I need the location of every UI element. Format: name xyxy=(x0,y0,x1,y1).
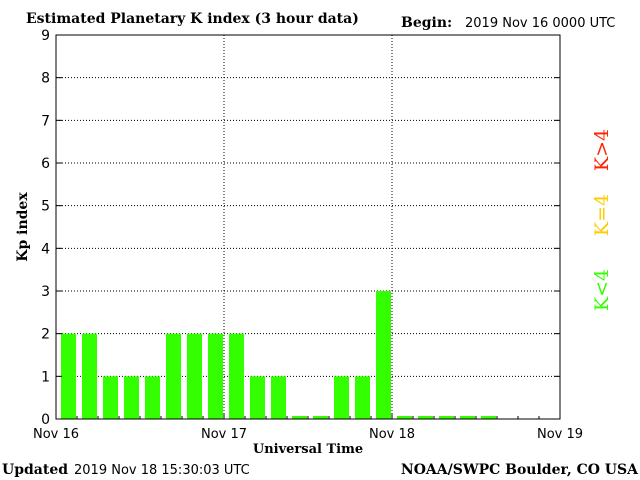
x-axis-label: Universal Time xyxy=(253,442,363,457)
y-tick-label: 2 xyxy=(41,327,50,343)
updated-label: Updated xyxy=(2,462,68,478)
updated-value: 2019 Nov 18 15:30:03 UTC xyxy=(74,463,250,478)
legend-item: K>4 xyxy=(591,129,613,171)
x-tick-label: Nov 17 xyxy=(201,427,247,442)
kp-bar xyxy=(313,416,328,419)
kp-bar xyxy=(124,376,139,419)
kp-bar xyxy=(292,416,307,419)
kp-bar xyxy=(250,376,265,419)
y-tick-label: 6 xyxy=(41,156,50,172)
y-tick-label: 3 xyxy=(41,284,50,300)
chart-title: Estimated Planetary K index (3 hour data… xyxy=(26,11,359,27)
kp-bar xyxy=(166,333,181,419)
kp-bar xyxy=(481,416,496,419)
y-tick-label: 7 xyxy=(41,113,50,129)
plot-frame xyxy=(55,34,561,420)
x-axis-ticks: Nov 16 Nov 17 Nov 18 Nov 19 xyxy=(33,413,583,442)
kp-bar xyxy=(397,416,412,419)
kp-bar xyxy=(82,333,97,419)
y-tick-label: 5 xyxy=(41,199,50,215)
grid-lines xyxy=(56,35,560,419)
y-axis-ticks: 0 1 2 3 4 5 6 7 8 9 xyxy=(41,28,560,428)
kp-bar xyxy=(271,376,286,419)
kp-bar xyxy=(229,333,244,419)
kp-bar xyxy=(61,333,76,419)
kp-bar xyxy=(355,376,370,419)
x-tick-label: Nov 16 xyxy=(33,427,79,442)
begin-value: 2019 Nov 16 0000 UTC xyxy=(465,16,615,31)
kp-bar xyxy=(208,333,223,419)
kp-bar xyxy=(439,416,454,419)
y-tick-label: 1 xyxy=(41,369,50,385)
legend-item: K=4 xyxy=(591,194,613,236)
legend-item: K<4 xyxy=(591,269,613,311)
kp-bar xyxy=(460,416,475,419)
kp-bar xyxy=(187,333,202,419)
legend: K<4 K=4 K>4 xyxy=(591,129,613,311)
y-tick-label: 4 xyxy=(41,241,50,257)
y-axis-label: Kp index xyxy=(15,192,31,262)
y-tick-label: 0 xyxy=(41,412,50,428)
kp-bar xyxy=(334,376,349,419)
y-tick-label: 9 xyxy=(41,28,50,44)
begin-label: Begin: xyxy=(401,15,452,31)
kp-bar xyxy=(376,291,391,419)
x-tick-label: Nov 19 xyxy=(537,427,583,442)
source-credit: NOAA/SWPC Boulder, CO USA xyxy=(401,462,639,478)
bars-group xyxy=(61,291,496,419)
kp-bar xyxy=(418,416,433,419)
y-tick-label: 8 xyxy=(41,71,50,87)
kp-bar xyxy=(145,376,160,419)
kp-bar xyxy=(103,376,118,419)
x-tick-label: Nov 18 xyxy=(369,427,415,442)
